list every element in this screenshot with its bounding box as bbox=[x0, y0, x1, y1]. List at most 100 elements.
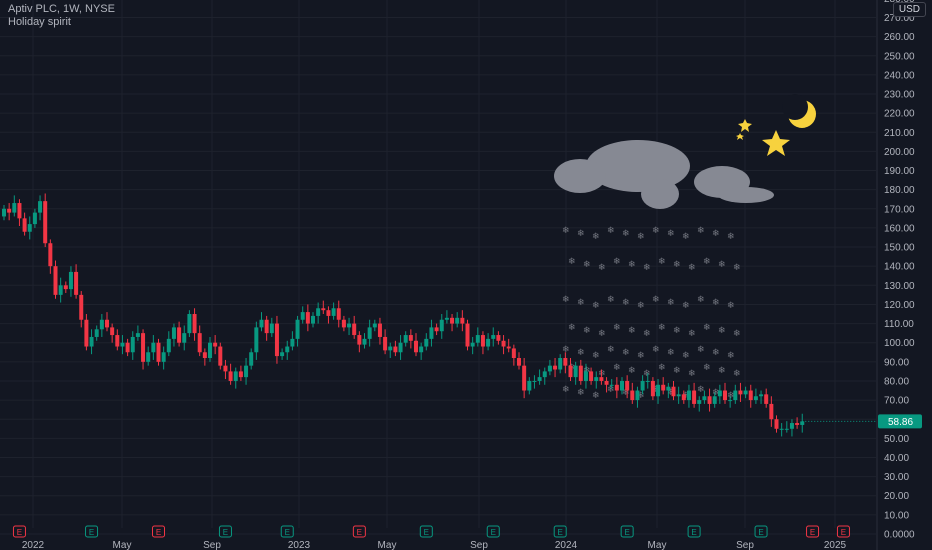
snowflake: ❄ bbox=[622, 388, 630, 398]
time-tick-label: 2023 bbox=[288, 540, 311, 550]
holiday-decoration: ❄ ❄ ❄❄ ❄ ❄❄ ❄ ❄❄ ❄ ❄❄ ❄ ❄❄ ❄ ❄❄ ❄ ❄❄ ❄ ❄❄ ❄ ❄❄ ❄ ❄❄ ❄ ❄❄ ❄ ❄❄ ❄ ❄❄… bbox=[554, 94, 816, 401]
snowflake: ❄ bbox=[562, 385, 570, 395]
snowflake: ❄ bbox=[688, 263, 696, 273]
snowflake: ❄ bbox=[637, 232, 645, 242]
time-tick-label: May bbox=[113, 540, 132, 550]
snowflake-icon: ❄ ❄ ❄❄ ❄ ❄❄ ❄ ❄❄ ❄ ❄❄ ❄ ❄❄ ❄ ❄❄ ❄ ❄❄ ❄ ❄❄ ❄ ❄❄ ❄ ❄❄ ❄ ❄❄ ❄ ❄❄ ❄ ❄❄… bbox=[562, 226, 741, 401]
candle-body bbox=[553, 365, 558, 370]
candle-body bbox=[522, 365, 527, 391]
snowflake: ❄ bbox=[712, 388, 720, 398]
candle-body bbox=[506, 346, 511, 349]
price-tick-label: 90.00 bbox=[884, 357, 909, 368]
last-price-badge bbox=[878, 414, 922, 429]
cloud-icon bbox=[554, 140, 774, 209]
candle-body bbox=[383, 336, 388, 351]
candle-body bbox=[166, 338, 171, 353]
earnings-marker bbox=[419, 525, 433, 538]
candle-body bbox=[398, 342, 403, 353]
price-tick-label: 160.00 bbox=[884, 223, 915, 234]
candle-body bbox=[661, 384, 666, 391]
candle-body bbox=[89, 336, 94, 347]
candle-body bbox=[697, 400, 702, 404]
snowflake: ❄ bbox=[658, 363, 666, 373]
candlestick-series bbox=[2, 193, 805, 437]
candle-body bbox=[135, 333, 140, 337]
snowflake: ❄ bbox=[718, 260, 726, 270]
snowflake: ❄ bbox=[643, 329, 651, 339]
candle-body bbox=[753, 396, 758, 401]
candle-body bbox=[717, 390, 722, 397]
candle-body bbox=[568, 365, 573, 378]
candle-body bbox=[666, 386, 671, 391]
snowflake: ❄ bbox=[613, 363, 621, 373]
candle-body bbox=[105, 319, 109, 328]
earnings-marker bbox=[806, 525, 820, 538]
candle-body bbox=[316, 308, 321, 316]
price-axis: 280.00270.00260.00250.00240.00230.00220.… bbox=[876, 0, 922, 550]
candle-body bbox=[599, 377, 604, 381]
snowflake: ❄ bbox=[562, 345, 570, 355]
time-tick-label: Sep bbox=[470, 540, 488, 550]
candle-body bbox=[94, 329, 99, 337]
price-tick-label: 80.00 bbox=[884, 376, 909, 387]
snowflake: ❄ bbox=[712, 229, 720, 239]
candle-body bbox=[573, 365, 578, 378]
candle-body bbox=[692, 390, 697, 404]
snowflake: ❄ bbox=[577, 348, 585, 358]
earnings-marker-label: E bbox=[841, 528, 846, 537]
snowflake: ❄ bbox=[703, 257, 711, 267]
candle-body bbox=[470, 342, 475, 347]
earnings-marker bbox=[687, 525, 701, 538]
earnings-marker-label: E bbox=[491, 528, 496, 537]
snowflake: ❄ bbox=[703, 363, 711, 373]
currency-button[interactable]: USD bbox=[892, 2, 926, 17]
candle-body bbox=[63, 285, 68, 290]
candle-body bbox=[32, 212, 37, 225]
snowflake: ❄ bbox=[652, 345, 660, 355]
candle-body bbox=[223, 365, 228, 372]
snowflake: ❄ bbox=[697, 385, 705, 395]
candle-body bbox=[583, 371, 588, 381]
earnings-marker-label: E bbox=[691, 528, 696, 537]
candle-body bbox=[429, 327, 434, 339]
snowflake: ❄ bbox=[673, 366, 681, 376]
indicator-name[interactable]: Holiday spirit bbox=[8, 16, 71, 28]
snowflake: ❄ bbox=[667, 229, 675, 239]
snowflake: ❄ bbox=[652, 295, 660, 305]
candle-body bbox=[171, 327, 176, 339]
candle-body bbox=[269, 323, 274, 334]
candle-body bbox=[795, 423, 800, 425]
candle-body bbox=[779, 428, 784, 430]
candle-body bbox=[115, 335, 120, 347]
snowflake: ❄ bbox=[712, 348, 720, 358]
price-tick-label: 20.00 bbox=[884, 491, 909, 502]
candle-body bbox=[388, 346, 393, 351]
snowflake: ❄ bbox=[562, 226, 570, 236]
time-tick-label: 2024 bbox=[555, 540, 578, 550]
last-price-label: 58.86 bbox=[888, 417, 913, 428]
snowflake: ❄ bbox=[733, 369, 741, 379]
snowflake: ❄ bbox=[607, 345, 615, 355]
snowflake: ❄ bbox=[577, 229, 585, 239]
candle-body bbox=[563, 358, 568, 366]
snowflake: ❄ bbox=[607, 226, 615, 236]
snowflake: ❄ bbox=[562, 295, 570, 305]
candle-body bbox=[300, 312, 305, 320]
candle-body bbox=[38, 201, 43, 213]
candle-body bbox=[455, 317, 460, 324]
candle-body bbox=[475, 335, 480, 343]
price-tick-label: 220.00 bbox=[884, 109, 915, 120]
snowflake: ❄ bbox=[718, 326, 726, 336]
candle-body bbox=[501, 340, 506, 347]
candle-body bbox=[702, 396, 707, 401]
candle-body bbox=[259, 319, 264, 328]
candle-body bbox=[640, 380, 645, 391]
symbol-title: Aptiv PLC, 1W, NYSE bbox=[8, 3, 115, 15]
earnings-marker bbox=[280, 525, 294, 538]
snowflake: ❄ bbox=[727, 301, 735, 311]
candle-body bbox=[177, 327, 182, 343]
candle-body bbox=[723, 390, 727, 401]
snowflake: ❄ bbox=[688, 329, 696, 339]
